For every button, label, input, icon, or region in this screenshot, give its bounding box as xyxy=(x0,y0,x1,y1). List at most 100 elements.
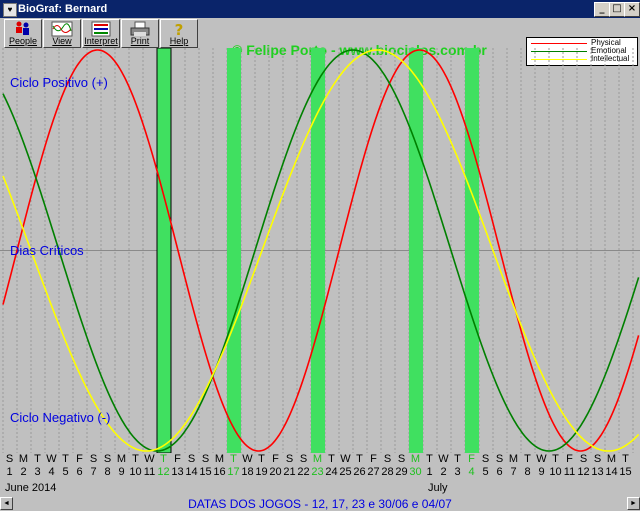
close-button[interactable]: × xyxy=(624,2,640,17)
minimize-button[interactable]: _ xyxy=(594,2,610,17)
day-number-label[interactable]: 4 xyxy=(48,466,55,478)
weekday-label: S xyxy=(397,453,406,465)
day-number-label[interactable]: 6 xyxy=(76,466,83,478)
day-number-label[interactable]: 23 xyxy=(311,466,324,478)
help-button[interactable]: ? Help xyxy=(160,19,198,48)
people-icon xyxy=(16,21,29,35)
day-number-label[interactable]: 6 xyxy=(496,466,503,478)
day-number-label[interactable]: 27 xyxy=(367,466,380,478)
day-axis: S 1 M 2 T 3 W 4 T 5 F 6 S 7 S 8 M 9 T 10 W 11 T 12 F 13 S 14 S 15 M 16 T… xyxy=(0,453,640,481)
day-number-label[interactable]: 14 xyxy=(605,466,618,478)
day-number-label[interactable]: 8 xyxy=(524,466,531,478)
day-number-label[interactable]: 1 xyxy=(6,466,13,478)
day-number-label[interactable]: 16 xyxy=(213,466,226,478)
svg-text:?: ? xyxy=(175,21,184,37)
weekday-label: M xyxy=(508,453,519,465)
day-number-label[interactable]: 7 xyxy=(90,466,97,478)
weekday-label: S xyxy=(299,453,308,465)
weekday-label: S xyxy=(481,453,490,465)
window-title: BioGraf: Bernard xyxy=(18,3,108,15)
toolbar: People View Interpret Print ? Help © Fe xyxy=(0,18,640,66)
weekday-label: M xyxy=(606,453,617,465)
interpret-button[interactable]: Interpret xyxy=(82,19,120,48)
weekday-label: T xyxy=(426,453,433,465)
day-number-label[interactable]: 13 xyxy=(171,466,184,478)
weekday-label: F xyxy=(370,453,377,465)
day-number-label[interactable]: 5 xyxy=(62,466,69,478)
day-number-label[interactable]: 12 xyxy=(157,466,170,478)
people-button[interactable]: People xyxy=(4,19,42,48)
weekday-label: S xyxy=(285,453,294,465)
day-number-label[interactable]: 24 xyxy=(325,466,338,478)
weekday-label: F xyxy=(76,453,83,465)
day-number-label[interactable]: 18 xyxy=(241,466,254,478)
negative-cycle-label: Ciclo Negativo (-) xyxy=(10,410,111,425)
view-button[interactable]: View xyxy=(43,19,81,48)
day-number-label[interactable]: 26 xyxy=(353,466,366,478)
day-number-label[interactable]: 10 xyxy=(549,466,562,478)
day-number-label[interactable]: 22 xyxy=(297,466,310,478)
weekday-label: S xyxy=(187,453,196,465)
weekday-label: S xyxy=(579,453,588,465)
weekday-label: T xyxy=(62,453,69,465)
game-day-highlight xyxy=(227,48,241,453)
day-number-label[interactable]: 10 xyxy=(129,466,142,478)
day-number-label[interactable]: 5 xyxy=(482,466,489,478)
game-day-highlight xyxy=(156,48,172,453)
day-number-label[interactable]: 21 xyxy=(283,466,296,478)
game-day-highlight xyxy=(311,48,325,453)
print-label: Print xyxy=(130,36,150,46)
weekday-label: T xyxy=(132,453,139,465)
print-icon xyxy=(130,21,150,36)
scroll-left-button[interactable]: ◄ xyxy=(0,497,13,510)
biorhythm-chart xyxy=(0,48,640,453)
view-icon xyxy=(51,21,73,37)
weekday-label: W xyxy=(536,453,547,465)
day-number-label[interactable]: 14 xyxy=(185,466,198,478)
scroll-right-button[interactable]: ► xyxy=(627,497,640,510)
weekday-label: W xyxy=(340,453,351,465)
weekday-label: F xyxy=(566,453,573,465)
day-number-label[interactable]: 15 xyxy=(199,466,212,478)
print-button[interactable]: Print xyxy=(121,19,159,48)
weekday-label: F xyxy=(174,453,181,465)
weekday-label: T xyxy=(356,453,363,465)
day-number-label[interactable]: 12 xyxy=(577,466,590,478)
day-number-label[interactable]: 11 xyxy=(563,466,576,478)
day-number-label[interactable]: 20 xyxy=(269,466,282,478)
help-label: Help xyxy=(169,36,189,46)
day-number-label[interactable]: 19 xyxy=(255,466,268,478)
day-number-label[interactable]: 9 xyxy=(118,466,125,478)
day-number-label[interactable]: 2 xyxy=(20,466,27,478)
day-number-label[interactable]: 29 xyxy=(395,466,408,478)
day-number-label[interactable]: 30 xyxy=(409,466,422,478)
day-number-label[interactable]: 25 xyxy=(339,466,352,478)
day-number-label[interactable]: 15 xyxy=(619,466,632,478)
game-day-highlight xyxy=(409,48,423,453)
footer-bar: ◄ DATAS DOS JOGOS - 12, 17, 23 e 30/06 e… xyxy=(0,495,640,511)
day-number-label[interactable]: 7 xyxy=(510,466,517,478)
day-number-label[interactable]: 17 xyxy=(227,466,240,478)
day-number-label[interactable]: 1 xyxy=(426,466,433,478)
day-number-label[interactable]: 3 xyxy=(454,466,461,478)
positive-cycle-label: Ciclo Positivo (+) xyxy=(10,75,108,90)
day-number-label[interactable]: 9 xyxy=(538,466,545,478)
month-label-july: July xyxy=(428,482,448,494)
day-number-label[interactable]: 8 xyxy=(104,466,111,478)
day-number-label[interactable]: 2 xyxy=(440,466,447,478)
maximize-button[interactable]: □ xyxy=(609,2,625,17)
weekday-label: S xyxy=(495,453,504,465)
app-icon: ♥ xyxy=(3,3,17,17)
weekday-label: T xyxy=(34,453,41,465)
day-number-label[interactable]: 11 xyxy=(143,466,156,478)
day-number-label[interactable]: 3 xyxy=(34,466,41,478)
weekday-label: W xyxy=(242,453,253,465)
physical-series-line xyxy=(2,49,640,452)
weekday-label: S xyxy=(89,453,98,465)
day-number-label[interactable]: 28 xyxy=(381,466,394,478)
weekday-label: S xyxy=(5,453,14,465)
day-number-label[interactable]: 13 xyxy=(591,466,604,478)
day-number-label[interactable]: 4 xyxy=(468,466,475,478)
emotional-series-line xyxy=(2,49,640,452)
critical-days-label: Dias Críticos xyxy=(10,243,84,258)
